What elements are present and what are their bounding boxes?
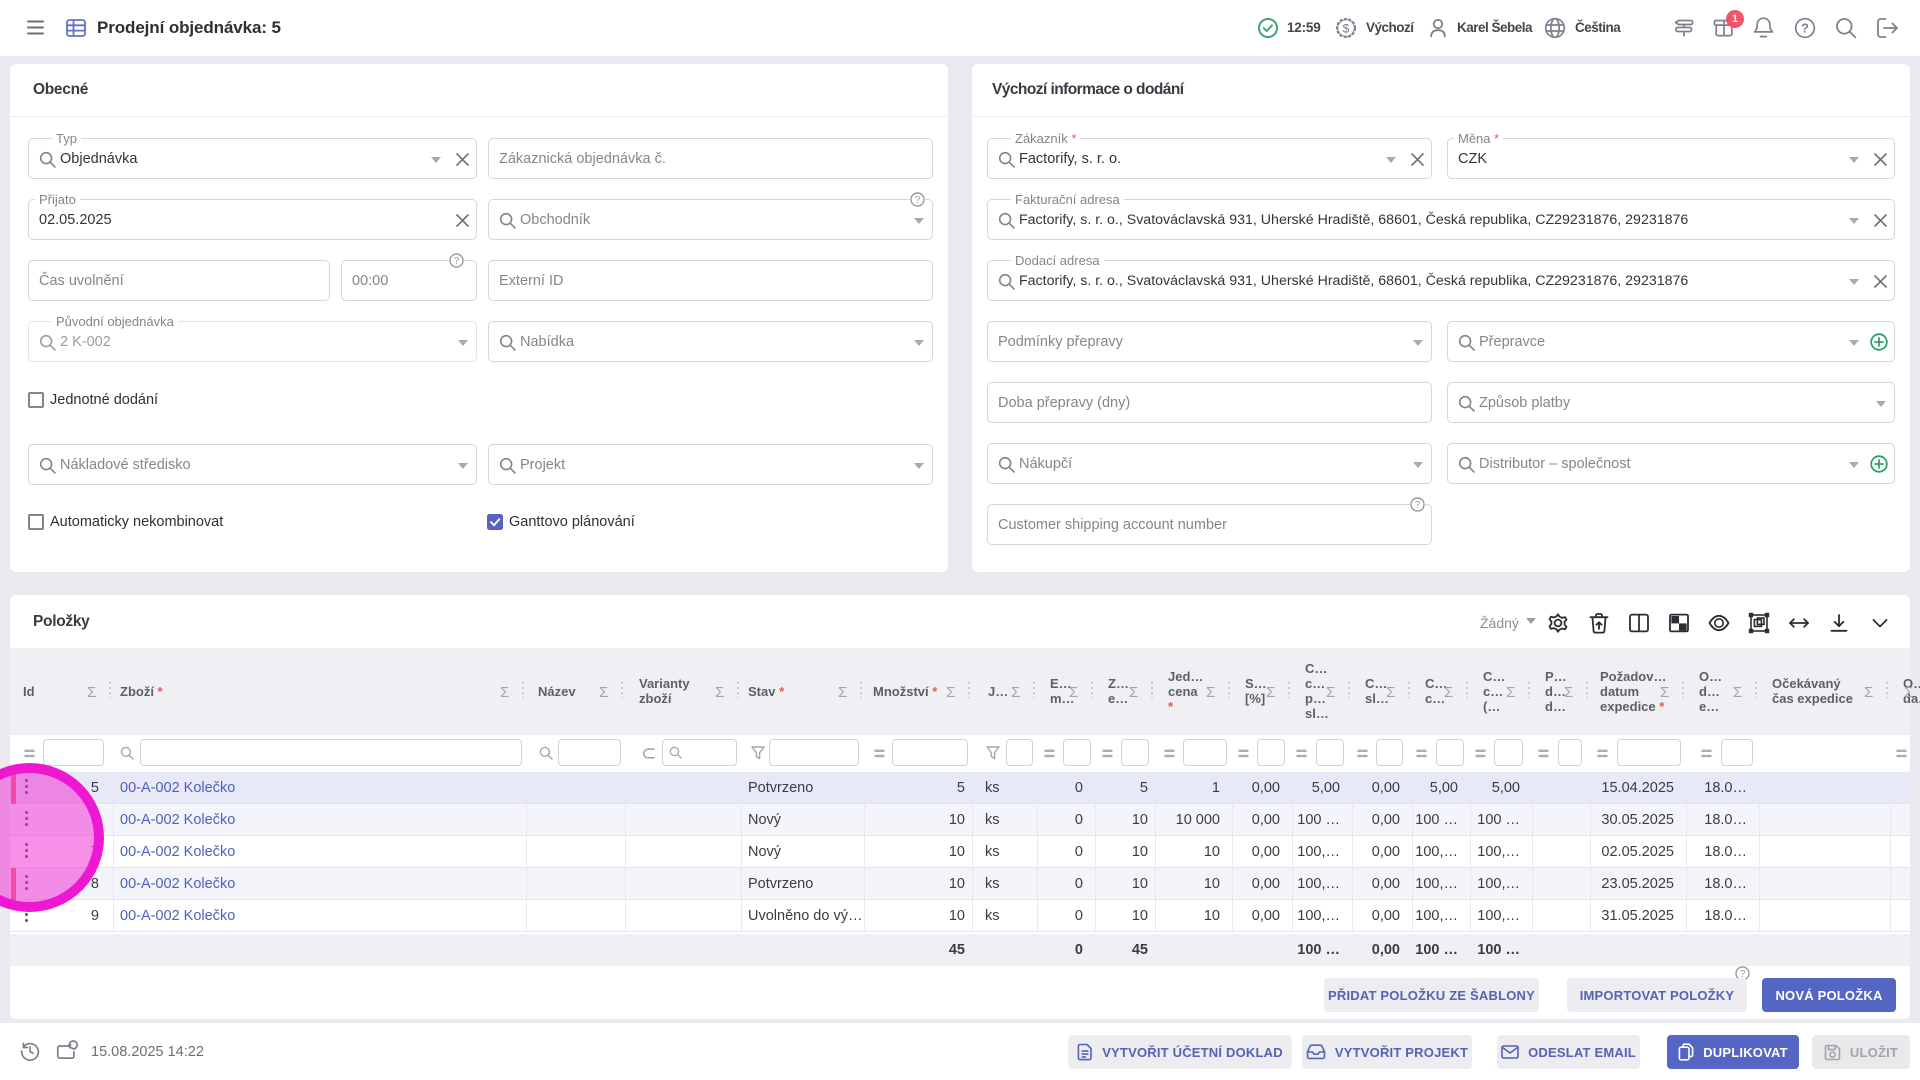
svg-text:?: ? (1415, 500, 1421, 511)
svg-text:?: ? (1740, 969, 1746, 980)
svg-text:?: ? (1801, 21, 1809, 36)
svg-text:?: ? (915, 195, 921, 206)
svg-text:$: $ (1343, 21, 1350, 35)
svg-text:?: ? (454, 256, 460, 267)
